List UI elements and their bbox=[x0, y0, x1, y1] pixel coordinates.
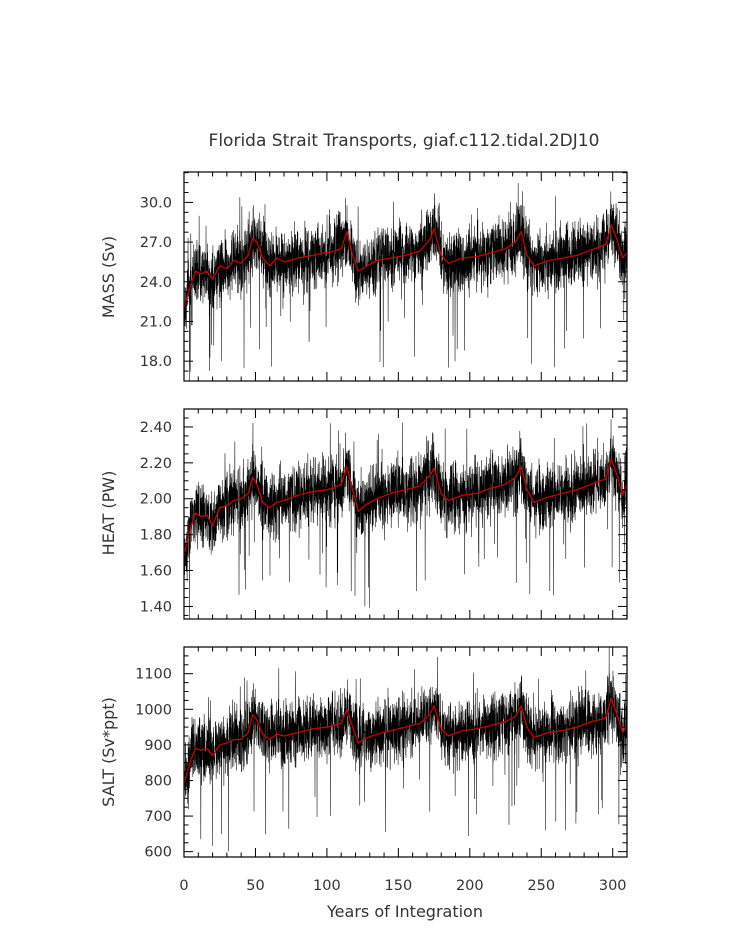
heat-y-tick-label: 2.40 bbox=[140, 420, 172, 436]
x-tick-label: 150 bbox=[385, 878, 413, 894]
heat-y-tick-label: 1.80 bbox=[140, 528, 172, 544]
heat-raw-series bbox=[183, 419, 628, 620]
salt-y-tick-label: 900 bbox=[144, 738, 172, 754]
mass-plot-frame bbox=[183, 171, 628, 382]
mass-y-tick-label: 18.0 bbox=[140, 354, 172, 370]
mass-y-tick-label: 21.0 bbox=[140, 314, 172, 330]
salt-raw-series bbox=[183, 646, 628, 852]
heat-y-tick-label: 2.00 bbox=[140, 492, 172, 508]
heat-y-tick-label: 2.20 bbox=[140, 456, 172, 472]
mass-raw-series bbox=[183, 182, 628, 382]
chart-title: Florida Strait Transports, giaf.c112.tid… bbox=[209, 131, 600, 151]
x-tick-label: 200 bbox=[456, 878, 484, 894]
x-tick-label: 250 bbox=[527, 878, 555, 894]
heat-smoothed-series bbox=[183, 458, 628, 557]
heat-y-axis-label: HEAT (PW) bbox=[99, 471, 118, 556]
heat-plot-frame bbox=[183, 408, 628, 620]
heat-y-tick-label: 1.40 bbox=[140, 599, 172, 615]
x-tick-label: 300 bbox=[599, 878, 627, 894]
x-tick-label: 50 bbox=[246, 878, 264, 894]
salt-plot-frame bbox=[183, 646, 628, 858]
salt-smoothed-series bbox=[183, 697, 628, 785]
salt-panel: 600 700 800 900 1000 1100 bbox=[135, 646, 628, 861]
x-axis-label: Years of Integration bbox=[326, 902, 483, 921]
salt-y-tick-label: 600 bbox=[144, 845, 172, 861]
x-tick-label: 100 bbox=[313, 878, 341, 894]
x-tick-label: 0 bbox=[179, 878, 188, 894]
salt-y-tick-label: 1100 bbox=[135, 667, 172, 683]
salt-y-tick-label: 800 bbox=[144, 773, 172, 789]
heat-y-tick-label: 1.60 bbox=[140, 564, 172, 580]
mass-y-tick-label: 24.0 bbox=[140, 275, 172, 291]
salt-y-axis-label: SALT (Sv*ppt) bbox=[99, 697, 118, 807]
heat-panel: 1.40 1.60 1.80 2.00 2.20 2.40 bbox=[140, 408, 628, 620]
salt-y-tick-label: 700 bbox=[144, 809, 172, 825]
mass-smoothed-series bbox=[183, 224, 628, 309]
salt-y-tick-label: 1000 bbox=[135, 702, 172, 718]
mass-y-tick-label: 30.0 bbox=[140, 195, 172, 211]
mass-panel: 18.0 21.0 24.0 27.0 30.0 bbox=[140, 171, 628, 382]
mass-y-axis-label: MASS (Sv) bbox=[99, 236, 118, 318]
mass-y-tick-label: 27.0 bbox=[140, 235, 172, 251]
